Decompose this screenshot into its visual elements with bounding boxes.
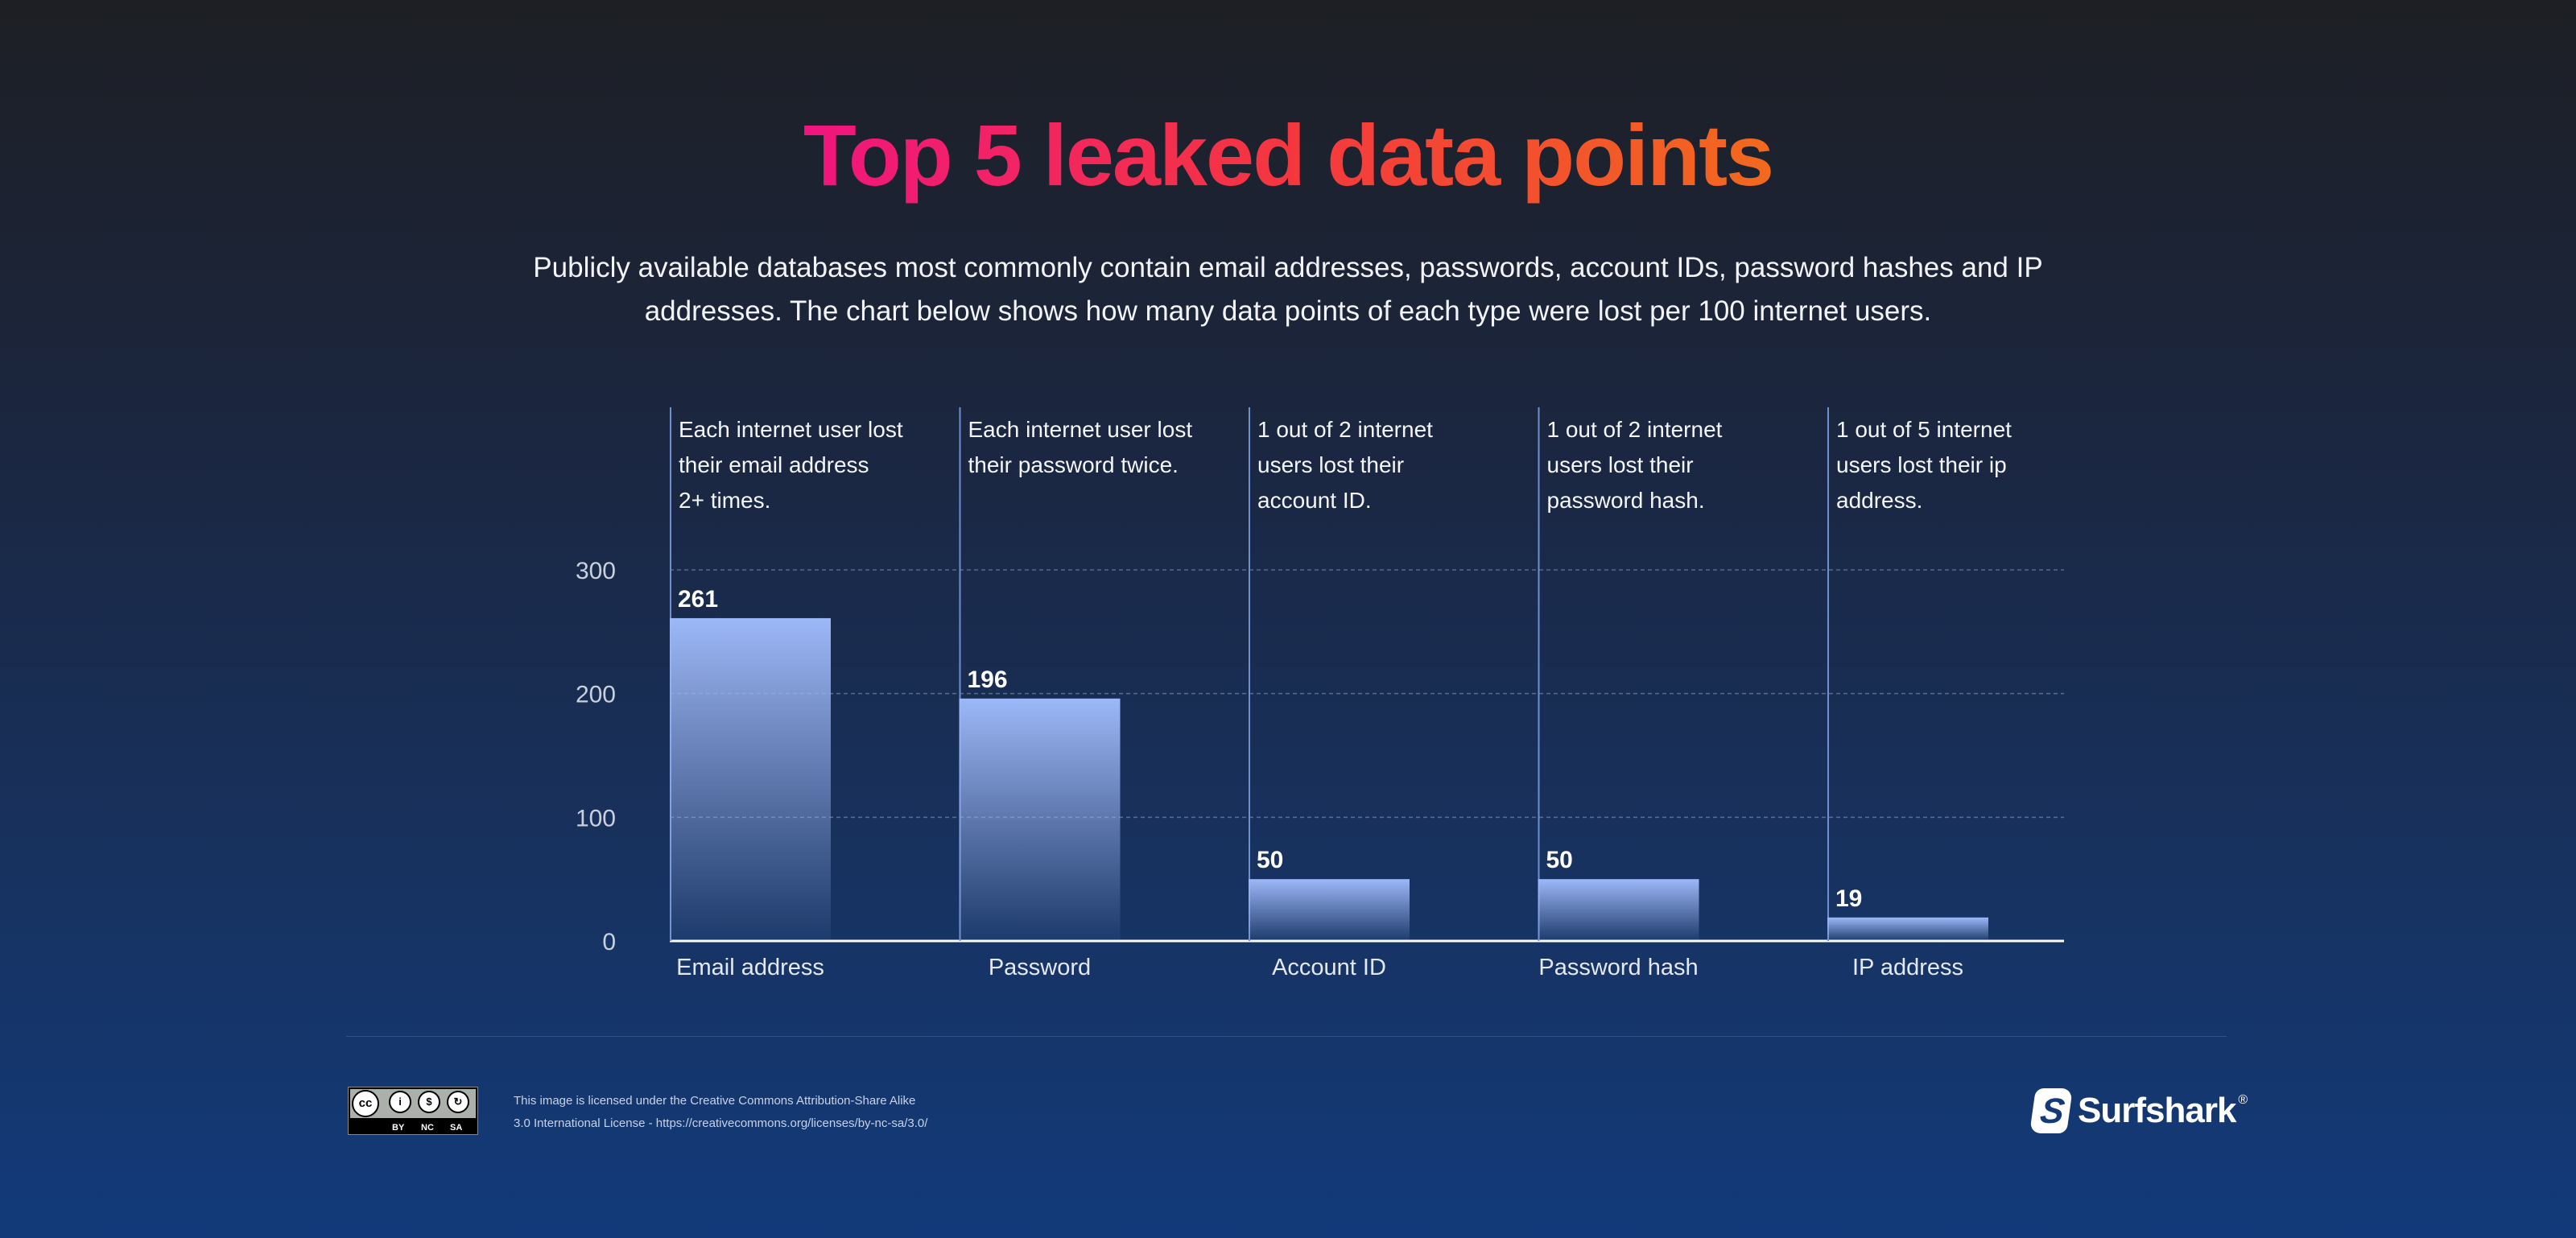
attribution-icon: i	[389, 1091, 411, 1113]
license-link[interactable]: 3.0 International License - https://crea…	[514, 1116, 928, 1130]
y-tick-label: 100	[576, 805, 616, 832]
annotation-line-text: users lost their ip	[1836, 452, 2007, 477]
cc-label: BY	[392, 1123, 405, 1133]
bar-value-label: 19	[1835, 885, 1862, 912]
cc-icon: cc	[352, 1090, 379, 1117]
page-title: Top 5 leaked data points	[803, 106, 1774, 204]
bar-value-label: 261	[678, 586, 718, 613]
bar-annotation: 1 out of 5 internet users lost their ip ad…	[1836, 412, 2102, 518]
annotation-line-text: 1 out of 5 internet	[1836, 417, 2012, 442]
x-category-label: Password hash	[1538, 955, 1698, 980]
annotation-line-text: address.	[1836, 488, 1923, 513]
surfshark-logo-icon: S	[2029, 1088, 2073, 1133]
x-category-label: Password	[989, 955, 1091, 980]
bar-annotation: 1 out of 2 internet users lost their passw…	[1547, 412, 1813, 518]
license-line: This image is licensed under the Creativ…	[514, 1094, 916, 1108]
y-tick-label: 200	[576, 682, 616, 708]
bar-value-label: 50	[1257, 847, 1283, 873]
annotation-line-text: users lost their	[1546, 452, 1694, 477]
annotation-line-text: users lost their	[1257, 452, 1405, 477]
footer-divider	[346, 1036, 2227, 1037]
cc-license-badge: cc i $ ↻ BY NC SA	[348, 1087, 478, 1135]
noncommercial-icon: $	[418, 1091, 440, 1113]
subtitle-line: Publicly available databases most common…	[533, 252, 2043, 283]
brand-name: Surfshark	[2078, 1091, 2236, 1130]
cc-label: NC	[421, 1123, 434, 1133]
sharealike-icon: ↻	[447, 1091, 469, 1113]
subtitle: Publicly available databases most common…	[483, 246, 2093, 333]
annotation-line-text: their password twice.	[968, 452, 1179, 477]
annotation-line-text: their email address	[679, 452, 869, 477]
surfshark-logo: S Surfshark ®	[2029, 1087, 2248, 1135]
bar-value-label: 50	[1546, 847, 1573, 873]
bar	[959, 698, 1121, 941]
license-text: This image is licensed under the Creativ…	[514, 1090, 927, 1135]
subtitle-line: addresses. The chart below shows how man…	[644, 295, 1932, 327]
annotation-line-text: password hash.	[1546, 488, 1705, 513]
bar-annotation: Each internet user lost their password tw…	[968, 412, 1234, 483]
cc-label: SA	[450, 1123, 463, 1133]
x-category-label: IP address	[1852, 955, 1963, 980]
x-category-label: Account ID	[1272, 955, 1386, 980]
y-tick-label: 0	[602, 929, 616, 955]
bar	[1827, 917, 1988, 941]
registered-mark: ®	[2238, 1093, 2248, 1107]
annotation-line-text: 1 out of 2 internet	[1257, 417, 1433, 442]
bar	[670, 617, 831, 941]
bar	[1249, 879, 1410, 941]
bar-annotation: 1 out of 2 internet users lost their accou…	[1257, 412, 1523, 518]
annotation-line-text: Each internet user lost	[679, 417, 903, 442]
annotation-line-text: 2+ times.	[679, 488, 771, 513]
bar-value-label: 196	[968, 666, 1008, 693]
y-tick-label: 300	[576, 558, 616, 584]
x-category-label: Email address	[676, 955, 824, 980]
annotation-line-text: account ID.	[1257, 488, 1372, 513]
bar-annotation: Each internet user lost their email addre…	[679, 412, 944, 518]
annotation-line-text: 1 out of 2 internet	[1546, 417, 1723, 442]
bar	[1538, 879, 1699, 941]
annotation-line-text: Each internet user lost	[968, 417, 1193, 442]
